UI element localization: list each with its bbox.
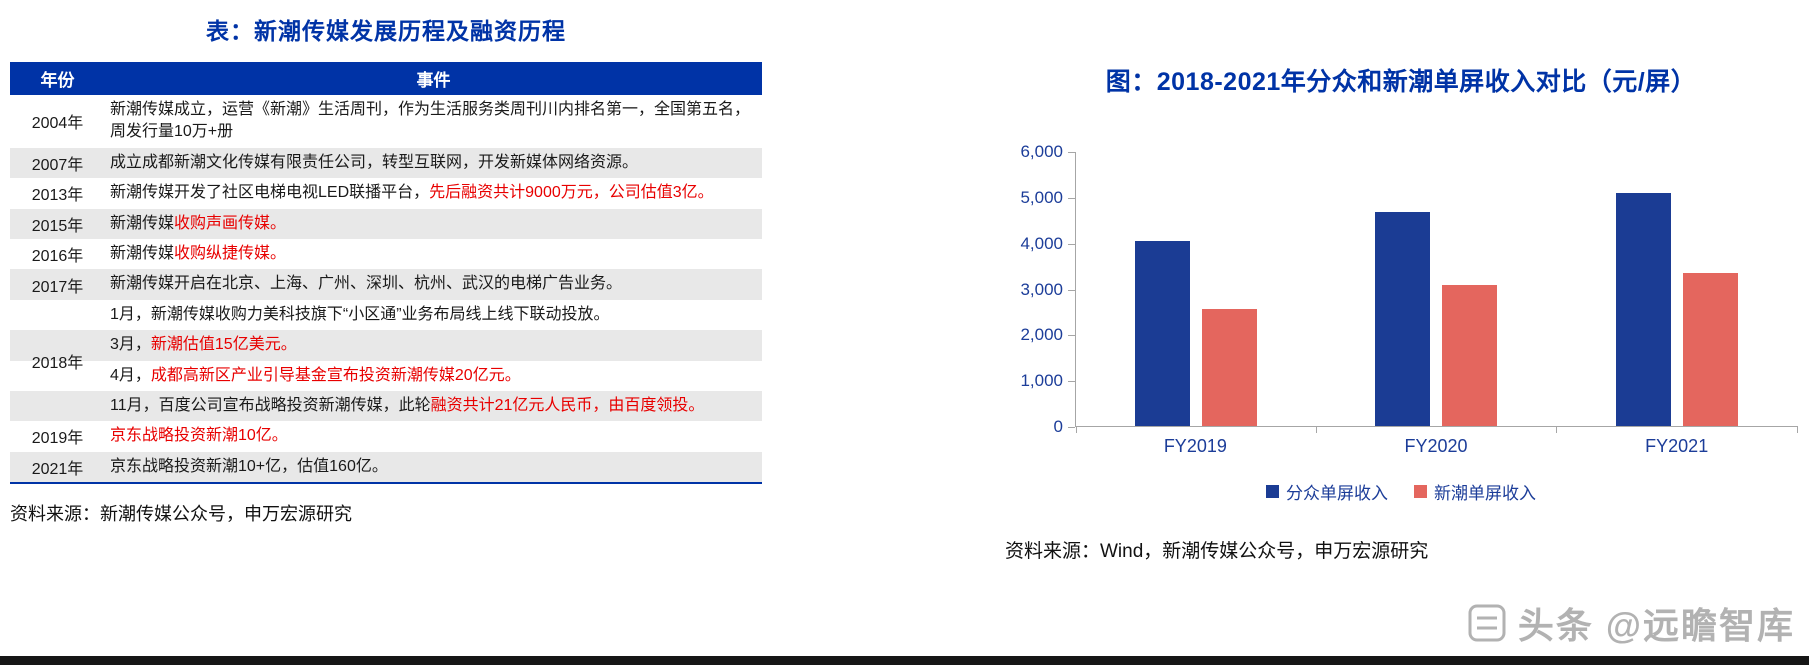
- event-text: 3月，: [110, 336, 151, 354]
- table-source-note: 资料来源：新潮传媒公众号，申万宏源研究: [10, 504, 352, 525]
- x-axis-tick: [1315, 426, 1317, 433]
- x-axis-labels: FY2019 FY2020 FY2021: [1075, 436, 1797, 457]
- y-tick-label: 1,000: [1020, 371, 1075, 391]
- x-tick-label: FY2019: [1163, 436, 1227, 456]
- bar-fy2021-series2: [1682, 273, 1738, 426]
- y-axis: 0 1,000 2,000 3,000 4,000 5,000 6,000: [1005, 142, 1077, 436]
- bar-fy2019-series1: [1135, 241, 1191, 426]
- table-row: 成立成都新潮文化传媒有限责任公司，转型互联网，开发新媒体网络资源。: [10, 147, 762, 179]
- table-row: 新潮传媒收购纵捷传媒。: [10, 239, 762, 269]
- watermark-text-primary: 头条: [1517, 605, 1594, 646]
- table-body: 新潮传媒成立，运营《新潮》生活周刊，作为生活服务类周刊川内排名第一，全国第五名，…: [10, 95, 762, 483]
- event-text: 新潮传媒: [110, 214, 175, 232]
- event-text-highlight: 收购声画传媒。: [174, 214, 287, 232]
- bar-group-fy2019: [1135, 241, 1258, 426]
- year-cell: 2017年: [31, 278, 84, 296]
- chart-title: 图：2018-2021年分众和新潮单屏收入对比（元/屏）: [1105, 68, 1697, 96]
- table-title: 表：新潮传媒发展历程及融资历程: [206, 18, 566, 44]
- event-text: 1月，新潮传媒收购力美科技旗下“小区通”业务布局线上线下联动投放。: [110, 305, 610, 323]
- table-row: 1月，新潮传媒收购力美科技旗下“小区通”业务布局线上线下联动投放。: [10, 300, 762, 330]
- x-axis-tick: [1075, 426, 1077, 433]
- table-row: 11月，百度公司宣布战略投资新潮传媒，此轮融资共计21亿元人民币，由百度领投。: [10, 390, 762, 422]
- year-cell: 2016年: [31, 248, 84, 266]
- year-cell: 2021年: [31, 460, 84, 478]
- table-row: 4月，成都高新区产业引导基金宣布投资新潮传媒20亿元。: [10, 361, 762, 391]
- table-panel: 表：新潮传媒发展历程及融资历程 年份 事件 新潮传媒成立，运营《新潮》生活周刊，…: [10, 10, 762, 526]
- bar-fy2021-series1: [1615, 193, 1671, 426]
- x-axis-tick: [1556, 426, 1558, 433]
- year-cell: 2019年: [31, 430, 84, 448]
- table-group: 京东战略投资新潮10亿。 2019年: [10, 421, 762, 451]
- table-row: 京东战略投资新潮10+亿，估值160亿。: [10, 451, 762, 483]
- bar-fy2020-series2: [1442, 285, 1498, 426]
- event-text: 新潮传媒成立，运营《新潮》生活周刊，作为生活服务类周刊川内排名第一，全国第五名，…: [110, 101, 751, 141]
- y-tick-label: 6,000: [1020, 142, 1075, 161]
- chart-area: 0 1,000 2,000 3,000 4,000 5,000 6,000: [1005, 142, 1798, 436]
- x-tick-label: FY2020: [1404, 436, 1468, 456]
- event-text: 11月，百度公司宣布战略投资新潮传媒，此轮: [110, 396, 431, 414]
- table-group: 新潮传媒开启在北京、上海、广州、深圳、杭州、武汉的电梯广告业务。 2017年: [10, 269, 762, 300]
- y-tick-label: 0: [1053, 417, 1077, 436]
- table-row: 京东战略投资新潮10亿。: [10, 421, 762, 451]
- year-cell: 2018年: [31, 354, 84, 372]
- table-group: 1月，新潮传媒收购力美科技旗下“小区通”业务布局线上线下联动投放。 3月，新潮估值…: [10, 300, 762, 422]
- table-group: 京东战略投资新潮10+亿，估值160亿。 2021年: [10, 451, 762, 483]
- chart-legend: 分众单屏收入 新潮单屏收入: [1005, 479, 1797, 504]
- x-axis-tick: [1796, 426, 1798, 433]
- bar-group-fy2021: [1615, 193, 1738, 426]
- legend-label: 新潮单屏收入: [1434, 484, 1536, 503]
- event-text-highlight: 先后融资共计9000万元，公司估值3亿。: [429, 184, 714, 202]
- history-table: 年份 事件 新潮传媒成立，运营《新潮》生活周刊，作为生活服务类周刊川内排名第一，…: [10, 62, 762, 485]
- bar-fy2020-series1: [1375, 211, 1431, 426]
- table-group: 成立成都新潮文化传媒有限责任公司，转型互联网，开发新媒体网络资源。 2007年: [10, 147, 762, 179]
- event-text-highlight: 收购纵捷传媒。: [174, 244, 287, 262]
- year-cell: 2015年: [31, 217, 84, 235]
- table-group: 新潮传媒开发了社区电梯电视LED联播平台，先后融资共计9000万元，公司估值3亿…: [10, 178, 762, 208]
- plot-area: [1075, 152, 1798, 433]
- watermark-logo-icon: [1468, 604, 1506, 642]
- event-text-highlight: 成都高新区产业引导基金宣布投资新潮传媒20亿元。: [150, 366, 521, 384]
- year-cell: 2004年: [31, 115, 84, 133]
- y-tick-label: 4,000: [1020, 233, 1075, 253]
- event-text: 4月，: [110, 366, 151, 384]
- event-text: 新潮传媒: [110, 244, 175, 262]
- table-header-row: 年份 事件: [10, 62, 762, 95]
- event-text: 新潮传媒开启在北京、上海、广州、深圳、杭州、武汉的电梯广告业务。: [110, 275, 623, 293]
- y-tick-label: 3,000: [1020, 279, 1075, 299]
- legend-item: 分众单屏收入: [1266, 479, 1388, 504]
- bottom-edge-bar: [0, 656, 1809, 665]
- y-tick-label: 2,000: [1020, 325, 1075, 345]
- legend-swatch: [1414, 485, 1427, 498]
- table-header-event: 事件: [416, 71, 451, 90]
- legend-label: 分众单屏收入: [1286, 484, 1388, 503]
- event-text: 京东战略投资新潮10+亿，估值160亿。: [110, 457, 388, 475]
- table-group: 新潮传媒收购纵捷传媒。 2016年: [10, 239, 762, 269]
- event-text-highlight: 京东战略投资新潮10亿。: [110, 427, 288, 445]
- year-cell: 2007年: [31, 156, 84, 174]
- table-row: 新潮传媒开发了社区电梯电视LED联播平台，先后融资共计9000万元，公司估值3亿…: [10, 178, 762, 208]
- event-text: 新潮传媒开发了社区电梯电视LED联播平台，: [110, 184, 430, 202]
- legend-swatch: [1266, 485, 1279, 498]
- table-group: 新潮传媒成立，运营《新潮》生活周刊，作为生活服务类周刊川内排名第一，全国第五名，…: [10, 95, 762, 148]
- legend-item: 新潮单屏收入: [1414, 479, 1536, 504]
- y-tick-label: 5,000: [1020, 187, 1075, 207]
- watermark-text-secondary: @远瞻智库: [1605, 605, 1795, 646]
- event-text-highlight: 融资共计21亿元人民币，由百度领投。: [430, 396, 705, 414]
- bar-group-fy2020: [1375, 211, 1498, 426]
- chart-panel: 图：2018-2021年分众和新潮单屏收入对比（元/屏） 0 1,000 2,000…: [1005, 62, 1798, 563]
- watermark: 头条 @远瞻智库: [1468, 597, 1795, 649]
- x-tick-label: FY2021: [1645, 436, 1709, 456]
- table-group: 新潮传媒收购声画传媒。 2015年: [10, 208, 762, 239]
- event-text-highlight: 新潮估值15亿美元。: [150, 336, 297, 354]
- bar-fy2019-series2: [1202, 308, 1258, 426]
- table-header-year: 年份: [40, 71, 75, 90]
- chart-source-note: 资料来源：Wind，新潮传媒公众号，申万宏源研究: [1005, 541, 1429, 562]
- table-row: 新潮传媒收购声画传媒。: [10, 208, 762, 239]
- event-text: 成立成都新潮文化传媒有限责任公司，转型互联网，开发新媒体网络资源。: [110, 153, 639, 171]
- table-row: 新潮传媒开启在北京、上海、广州、深圳、杭州、武汉的电梯广告业务。: [10, 269, 762, 300]
- table-row: 3月，新潮估值15亿美元。: [10, 330, 762, 361]
- table-row: 新潮传媒成立，运营《新潮》生活周刊，作为生活服务类周刊川内排名第一，全国第五名，…: [10, 95, 762, 148]
- year-cell: 2013年: [31, 187, 84, 205]
